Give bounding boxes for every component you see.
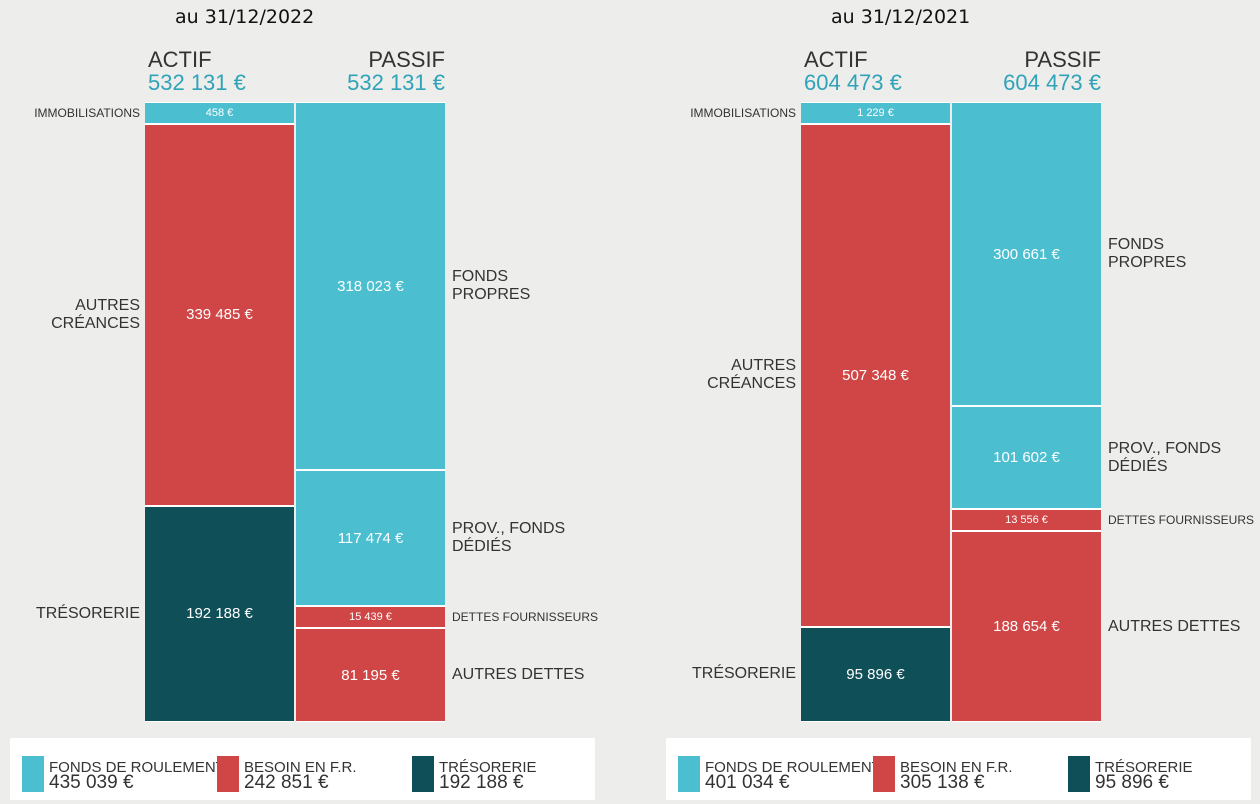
column-name: PASSIF <box>368 47 445 72</box>
segment-name-text: DETTES FOURNISSEURS <box>452 610 599 625</box>
chart-title: au 31/12/2022 <box>175 6 315 28</box>
segment: 507 348 € <box>801 124 950 627</box>
legend-name: TRÉSORERIE <box>439 759 537 776</box>
legend-swatch <box>1068 756 1090 792</box>
legend-swatch <box>873 756 895 792</box>
segment-value: 81 195 € <box>341 666 400 684</box>
segment: 81 195 € <box>296 628 445 722</box>
legend-name: FONDS DE ROULEMENT <box>49 759 225 776</box>
segment: 188 654 € <box>952 531 1101 722</box>
segment-value: 95 896 € <box>846 665 905 683</box>
legend-name: BESOIN EN F.R. <box>900 759 1013 776</box>
column-total: 604 473 € <box>1003 70 1101 95</box>
legend-name: TRÉSORERIE <box>1095 759 1193 776</box>
legend-value: 305 138 € <box>900 772 985 793</box>
column-name: ACTIF <box>148 47 212 72</box>
segment-name: FONDS PROPRES <box>1108 102 1260 406</box>
segment-name-text: AUTRES DETTES <box>452 666 585 683</box>
segment-name-text: FONDS PROPRES <box>452 268 531 304</box>
segment-value: 188 654 € <box>993 618 1060 636</box>
segment: 15 439 € <box>296 606 445 629</box>
legend-value: 192 188 € <box>439 772 524 793</box>
legend-swatch <box>412 756 434 792</box>
segment-name-text: IMMOBILISATIONS <box>690 106 796 120</box>
segment-name: PROV., FONDS DÉDIÉS <box>1108 406 1260 509</box>
legend-value: 95 896 € <box>1095 772 1169 793</box>
segment-name-text: AUTRES DETTES <box>1108 617 1241 635</box>
segment: 458 € <box>145 102 294 124</box>
segment-value: 1 229 € <box>857 107 894 119</box>
legend-value: 242 851 € <box>244 772 329 793</box>
legend-box <box>666 738 1251 800</box>
segment-name: DETTES FOURNISSEURS <box>1108 509 1260 531</box>
segment-name: DETTES FOURNISSEURS <box>452 606 652 628</box>
column-total: 532 131 € <box>347 70 445 95</box>
segment: 192 188 € <box>145 505 294 722</box>
segment: 101 602 € <box>952 406 1101 510</box>
column-name: PASSIF <box>1024 47 1101 72</box>
segment-value: 117 474 € <box>337 529 404 547</box>
segment-value: 101 602 € <box>993 449 1060 467</box>
segment-name-text: FONDS PROPRES <box>1108 236 1187 272</box>
segment-name-text: TRÉSORERIE <box>691 665 796 683</box>
segment-value: 318 023 € <box>337 277 404 295</box>
legend-swatch <box>22 756 44 792</box>
column-total: 532 131 € <box>148 70 246 95</box>
segment-name-text: PROV., FONDS DÉDIÉS <box>1108 439 1222 475</box>
segment-name: IMMOBILISATIONS <box>0 102 140 124</box>
segment-name: AUTRES DETTES <box>452 628 652 722</box>
legend-name: FONDS DE ROULEMENT <box>705 759 881 776</box>
segment: 95 896 € <box>801 626 950 722</box>
segment-name: AUTRES CRÉANCES <box>0 124 140 506</box>
segment-name-text: AUTRES CRÉANCES <box>707 357 796 393</box>
segment: 13 556 € <box>952 509 1101 532</box>
segment-value: 13 556 € <box>1005 514 1048 527</box>
segment-name-text: DETTES FOURNISSEURS <box>1108 513 1255 528</box>
segment-value: 339 485 € <box>186 306 253 324</box>
segment: 339 485 € <box>145 124 294 506</box>
segment-value: 300 661 € <box>993 245 1060 263</box>
segment-value: 192 188 € <box>186 605 253 623</box>
legend-swatch <box>217 756 239 792</box>
legend-name: BESOIN EN F.R. <box>244 759 357 776</box>
legend-swatch <box>678 756 700 792</box>
segment-name: AUTRES DETTES <box>1108 531 1260 722</box>
segment-name: IMMOBILISATIONS <box>596 102 796 124</box>
segment-name-text: PROV., FONDS DÉDIÉS <box>452 520 566 556</box>
legend-box <box>10 738 595 800</box>
legend-value: 435 039 € <box>49 772 134 793</box>
segment-name: TRÉSORERIE <box>0 506 140 722</box>
segment: 117 474 € <box>296 470 445 607</box>
column-name: ACTIF <box>804 47 868 72</box>
legend-value: 401 034 € <box>705 772 790 793</box>
segment-name: AUTRES CRÉANCES <box>596 124 796 627</box>
column-total: 604 473 € <box>804 70 902 95</box>
segment-value: 15 439 € <box>349 611 392 624</box>
chart-title: au 31/12/2021 <box>831 6 971 28</box>
segment-name: TRÉSORERIE <box>596 627 796 722</box>
segment-name-text: AUTRES CRÉANCES <box>51 296 140 332</box>
segment-name: PROV., FONDS DÉDIÉS <box>452 470 652 606</box>
segment-name-text: IMMOBILISATIONS <box>34 106 140 120</box>
segment-name: FONDS PROPRES <box>452 102 652 470</box>
segment: 300 661 € <box>952 102 1101 407</box>
segment: 318 023 € <box>296 102 445 471</box>
segment-value: 507 348 € <box>842 366 909 384</box>
segment-value: 458 € <box>205 107 234 119</box>
segment: 1 229 € <box>801 102 950 124</box>
segment-name-text: TRÉSORERIE <box>35 604 140 622</box>
